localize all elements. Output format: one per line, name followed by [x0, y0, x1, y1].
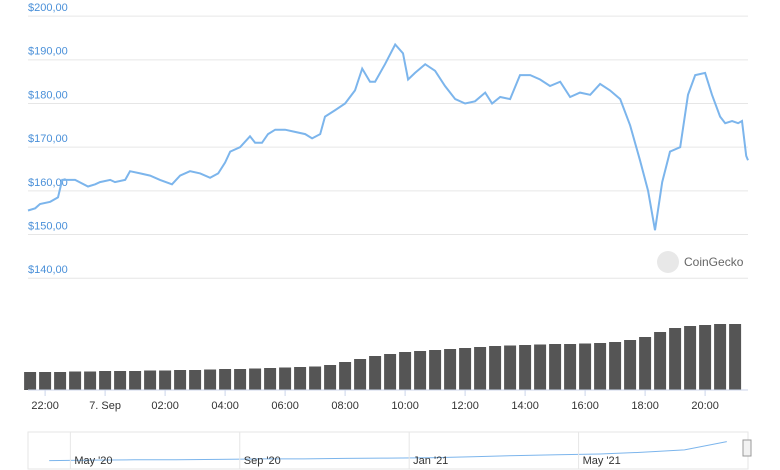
volume-bar: [114, 371, 127, 390]
volume-bar: [249, 368, 262, 390]
watermark-text: CoinGecko: [684, 255, 744, 269]
volume-bar: [369, 356, 382, 390]
volume-bar: [519, 345, 532, 390]
volume-bar: [99, 371, 112, 390]
volume-bar: [279, 367, 292, 390]
navigator-label: May '21: [583, 455, 621, 467]
volume-bar: [504, 345, 517, 390]
volume-bar: [339, 362, 352, 390]
y-tick-label: $190,00: [28, 46, 68, 58]
price-line: [27, 42, 749, 231]
volume-bar: [264, 368, 277, 390]
volume-bar: [699, 325, 712, 390]
navigator-label: Jan '21: [413, 455, 448, 467]
y-tick-label: $140,00: [28, 264, 68, 276]
volume-bar: [84, 371, 97, 390]
volume-bar: [609, 342, 622, 390]
volume-bar: [414, 351, 427, 390]
volume-bar: [159, 370, 172, 390]
navigator-label: Sep '20: [244, 455, 281, 467]
volume-bar: [204, 369, 217, 390]
x-tick-label: 22:00: [31, 400, 59, 412]
volume-bar: [24, 372, 37, 390]
x-tick-label: 18:00: [631, 400, 659, 412]
volume-bar: [399, 352, 412, 390]
volume-bar: [534, 344, 547, 390]
volume-bar: [639, 337, 652, 390]
watermark-logo: [657, 251, 679, 273]
volume-bar: [189, 370, 202, 390]
navigator-line: [49, 441, 727, 462]
watermark: CoinGecko: [657, 251, 744, 273]
volume-bar: [669, 328, 682, 390]
volume-bar: [579, 343, 592, 390]
y-tick-label: $150,00: [28, 220, 68, 232]
volume-bar: [354, 359, 367, 390]
volume-bar: [684, 326, 697, 390]
volume-bar: [594, 343, 607, 390]
volume-bar: [549, 344, 562, 390]
x-tick-label: 06:00: [271, 400, 299, 412]
y-tick-label: $160,00: [28, 177, 68, 189]
volume-bar: [324, 365, 337, 390]
volume-bar: [459, 348, 472, 390]
navigator: [27, 431, 749, 470]
volume-bar: [714, 324, 727, 390]
y-tick-label: $180,00: [28, 89, 68, 101]
volume-bar: [564, 344, 577, 390]
x-tick-label: 16:00: [571, 400, 599, 412]
volume-bar: [429, 350, 442, 390]
volume-bar: [234, 369, 247, 390]
y-tick-label: $170,00: [28, 133, 68, 145]
volume-bar: [129, 371, 142, 390]
volume-bar: [219, 369, 232, 390]
volume-bar: [654, 332, 667, 390]
volume-bar: [489, 346, 502, 390]
volume-bar: [174, 370, 187, 390]
x-tick-label: 08:00: [331, 400, 359, 412]
x-tick-label: 14:00: [511, 400, 539, 412]
volume-bar: [384, 354, 397, 390]
volume-bar: [144, 370, 157, 390]
navigator-handle[interactable]: [742, 439, 752, 457]
volume-bar: [39, 372, 52, 390]
x-tick-label: 02:00: [151, 400, 179, 412]
volume-bar: [69, 371, 82, 390]
volume-bar: [624, 340, 637, 390]
volume-bar: [444, 349, 457, 390]
x-tick-label: 12:00: [451, 400, 479, 412]
volume-bar: [309, 366, 322, 390]
x-tick-label: 10:00: [391, 400, 419, 412]
volume-bar: [474, 347, 487, 390]
x-tick-label: 7. Sep: [89, 400, 121, 412]
y-tick-label: $200,00: [28, 2, 68, 14]
volume-bar: [54, 372, 67, 390]
navigator-label: May '20: [74, 455, 112, 467]
x-tick-label: 04:00: [211, 400, 239, 412]
volume-bar: [729, 324, 742, 390]
x-tick-label: 20:00: [691, 400, 719, 412]
volume-bar: [294, 367, 307, 390]
